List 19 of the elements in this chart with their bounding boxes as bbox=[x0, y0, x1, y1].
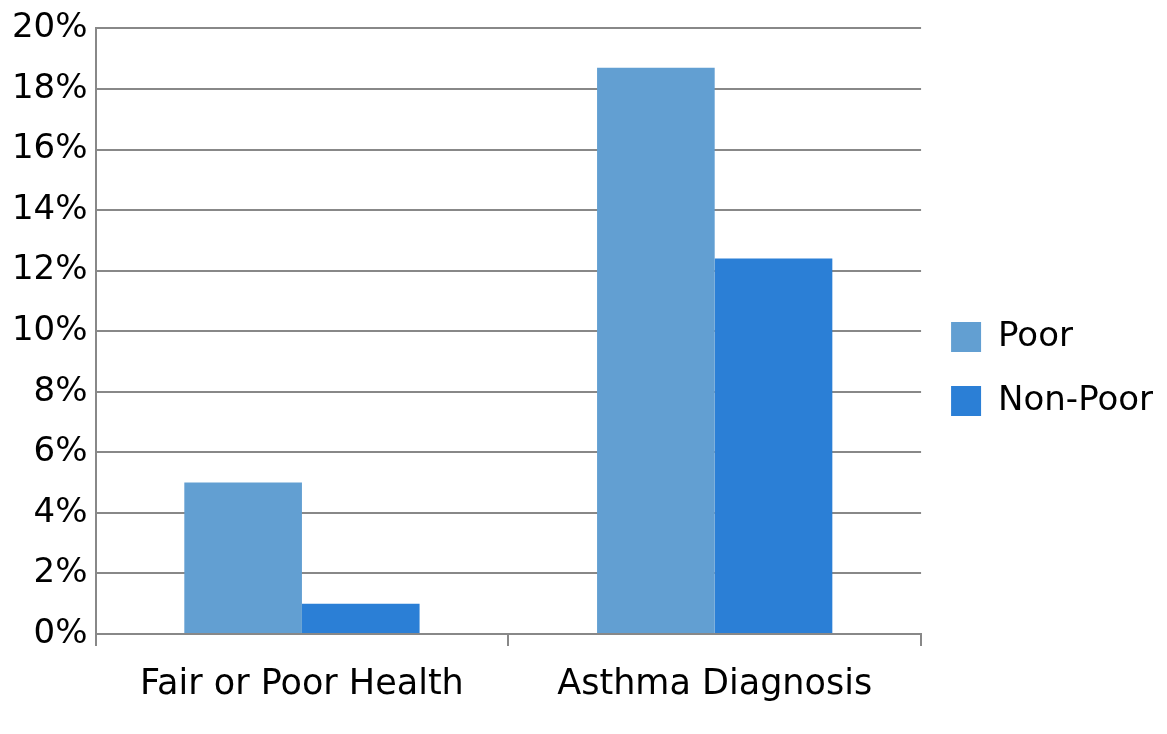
x-tick-label: Asthma Diagnosis bbox=[557, 662, 873, 703]
legend-label: Non-Poor bbox=[998, 377, 1154, 418]
y-tick-label: 0% bbox=[33, 610, 88, 651]
bar bbox=[184, 482, 302, 633]
y-tick-label: 16% bbox=[11, 126, 88, 167]
bar bbox=[714, 258, 833, 633]
x-tick-label: Fair or Poor Health bbox=[140, 662, 464, 703]
y-tick-label: 12% bbox=[11, 247, 88, 288]
y-tick-label: 10% bbox=[11, 308, 88, 349]
y-tick-label: 20% bbox=[11, 5, 88, 46]
y-tick-label: 14% bbox=[11, 186, 88, 227]
y-tick-label: 4% bbox=[33, 489, 88, 530]
y-tick-label: 8% bbox=[33, 368, 88, 409]
bar bbox=[597, 67, 715, 633]
bar bbox=[301, 603, 420, 633]
y-tick-label: 6% bbox=[33, 429, 88, 470]
y-tick-label: 18% bbox=[11, 65, 88, 106]
y-tick-label: 2% bbox=[33, 550, 88, 591]
legend-label: Poor bbox=[998, 313, 1073, 354]
